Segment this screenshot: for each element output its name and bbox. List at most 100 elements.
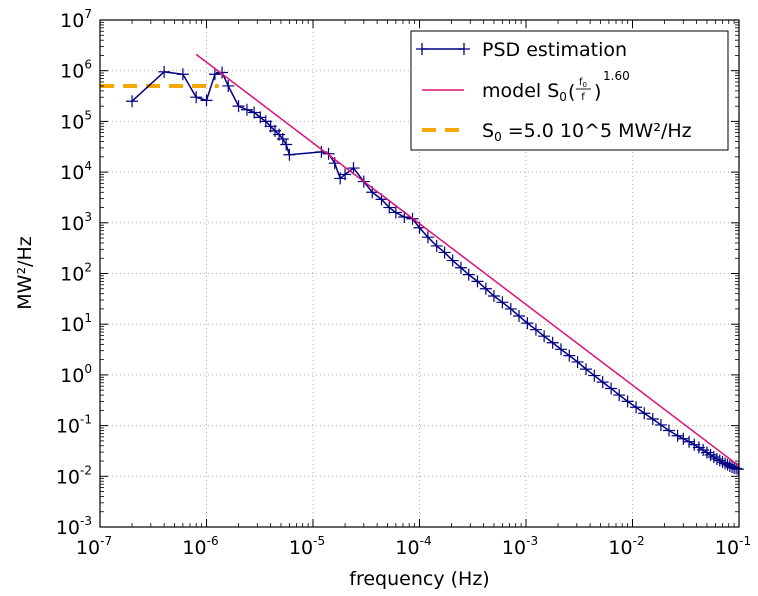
y-tick-exp: -3: [80, 514, 92, 528]
y-tick-base: 10: [60, 111, 84, 133]
y-tick-label: 106: [60, 58, 92, 83]
tick-labels: 10-7 10-6 10-5 10-4 10-3 10-2 10-110-310-210-1…: [56, 7, 751, 559]
legend-entry-model: model S0 ( f0 f ) 1.60: [422, 69, 630, 104]
series-psd-point: [521, 317, 534, 330]
legend-entry-psd: PSD estimation: [416, 39, 627, 61]
y-tick-exp: 0: [84, 362, 92, 376]
x-tick-base: 10: [182, 537, 206, 559]
y-tick-exp: 4: [84, 159, 92, 173]
series-psd-point: [529, 323, 542, 336]
series-psd-point: [654, 418, 667, 431]
series-psd-point: [638, 407, 651, 420]
series-psd-point: [347, 162, 360, 175]
y-tick-base: 10: [60, 10, 84, 32]
legend-s0-prefix: S: [482, 120, 494, 142]
series-psd-point: [704, 448, 717, 461]
series-psd-point: [487, 289, 500, 302]
legend-model-prefix: model S: [482, 80, 559, 102]
series-psd-point: [222, 79, 235, 92]
series-psd-point: [677, 432, 690, 445]
legend-model-paren-close: ): [594, 81, 601, 103]
legend-marker-psd: [416, 43, 470, 55]
series-psd-point: [240, 103, 253, 116]
series-psd-point: [339, 168, 352, 181]
series-psd-point: [280, 138, 293, 151]
y-tick-exp: 3: [84, 210, 92, 224]
y-tick-base: 10: [60, 61, 84, 83]
y-tick-label: 105: [60, 108, 92, 133]
series-psd-point: [430, 239, 443, 252]
x-tick-exp: -1: [739, 534, 751, 548]
series-psd-point: [283, 148, 296, 161]
ticks: [99, 19, 740, 528]
series-psd-point: [158, 65, 171, 78]
x-tick-exp: -3: [526, 534, 538, 548]
legend: PSD estimation model S0 ( f0 f ) 1.60 S0…: [410, 30, 729, 151]
legend-model-exp: 1.60: [603, 69, 630, 83]
y-tick-base: 10: [56, 416, 80, 438]
series-psd-point: [719, 457, 732, 470]
series-psd-point: [471, 275, 484, 288]
y-tick-label: 10-3: [56, 514, 92, 539]
x-tick-label: 10-5: [289, 534, 325, 559]
legend-model-sub: 0: [559, 90, 567, 104]
series-psd-point: [259, 115, 272, 128]
series-psd-point: [596, 376, 609, 389]
legend-model-num: f: [579, 77, 583, 88]
x-tick-base: 10: [608, 537, 632, 559]
series-psd-point: [322, 147, 335, 160]
y-tick-label: 100: [60, 362, 92, 387]
legend-model-num-sub: 0: [583, 81, 587, 89]
x-tick-exp: -6: [207, 534, 219, 548]
y-tick-base: 10: [60, 264, 84, 286]
x-tick-base: 10: [76, 537, 100, 559]
y-tick-exp: 2: [84, 261, 92, 275]
series-psd-line: [131, 71, 739, 470]
series-psd-point: [438, 246, 451, 259]
series-psd-point: [190, 91, 203, 104]
y-tick-base: 10: [56, 466, 80, 488]
series-psd-point: [504, 302, 517, 315]
series-psd-point: [621, 395, 634, 408]
x-tick-base: 10: [502, 537, 526, 559]
x-tick-base: 10: [289, 537, 313, 559]
y-tick-base: 10: [56, 517, 80, 539]
series-psd-point: [613, 389, 626, 402]
series-psd-point: [588, 369, 601, 382]
series-psd-point: [208, 68, 221, 81]
series-psd-point: [454, 261, 467, 274]
series-psd-point: [713, 454, 726, 467]
x-axis-label: frequency (Hz): [349, 568, 489, 590]
y-tick-label: 104: [60, 159, 92, 184]
series-psd-point: [216, 66, 229, 79]
series-layer: [100, 53, 745, 476]
x-tick-exp: -2: [633, 534, 645, 548]
x-tick-label: 10-3: [502, 534, 538, 559]
legend-label-s0: S0 =5.0 10^5 MW²/Hz: [482, 120, 692, 144]
series-psd-point: [538, 330, 551, 343]
x-tick-exp: -7: [100, 534, 112, 548]
series-psd-point: [563, 349, 576, 362]
y-tick-exp: 5: [84, 108, 92, 122]
x-tick-label: 10-6: [182, 534, 218, 559]
series-psd-point: [710, 452, 723, 465]
series-psd-point: [688, 438, 701, 451]
y-tick-label: 103: [60, 210, 92, 235]
series-psd-point: [716, 456, 729, 469]
series-psd-point: [176, 68, 189, 81]
series-psd-point: [683, 435, 696, 448]
x-tick-exp: -5: [313, 534, 325, 548]
y-tick-label: 101: [60, 311, 92, 336]
legend-label-model: model S0: [482, 80, 567, 104]
series-model-line: [195, 53, 739, 467]
y-tick-base: 10: [60, 314, 84, 336]
series-psd-point: [248, 106, 261, 119]
series-psd-point: [232, 100, 245, 113]
series-psd-point: [421, 231, 434, 244]
y-tick-exp: 6: [84, 58, 92, 72]
series-psd-point: [630, 401, 643, 414]
y-tick-base: 10: [60, 162, 84, 184]
x-tick-exp: -4: [420, 534, 432, 548]
series-psd-point: [496, 296, 509, 309]
